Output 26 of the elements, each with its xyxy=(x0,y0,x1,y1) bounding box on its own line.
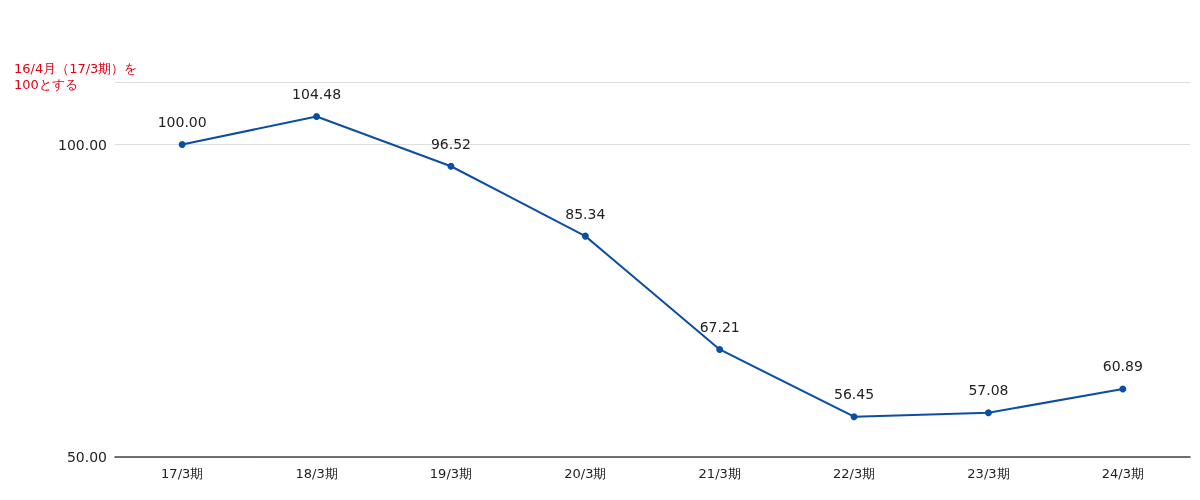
data-label: 104.48 xyxy=(292,86,342,102)
point xyxy=(313,113,321,120)
x-tick-label: 22/3期 xyxy=(832,466,876,481)
data-label: 67.21 xyxy=(699,318,740,335)
x-tick-label: 17/3期 xyxy=(161,466,204,481)
data-label: 57.08 xyxy=(968,382,1009,399)
point xyxy=(850,413,858,421)
data-label: 96.52 xyxy=(430,135,471,152)
y-axis-title: 16/4月（17/3期）を100とする xyxy=(14,60,138,92)
x-tick-label: 19/3期 xyxy=(429,466,473,481)
point xyxy=(178,141,186,148)
x-tick-label: 20/3期 xyxy=(564,466,607,481)
x-tick-label: 24/3期 xyxy=(1101,466,1144,481)
point xyxy=(581,232,589,240)
point xyxy=(1119,385,1127,393)
point xyxy=(716,345,724,353)
data-label: 85.34 xyxy=(565,205,606,222)
y-tick-label: 50.00 xyxy=(66,449,107,465)
data-label: 56.45 xyxy=(834,386,875,403)
x-tick-label: 23/3期 xyxy=(967,466,1010,481)
data-label: 60.89 xyxy=(1102,358,1143,375)
point xyxy=(447,162,455,170)
x-tick-label: 21/3期 xyxy=(698,466,741,481)
x-tick-label: 18/3期 xyxy=(295,466,338,481)
point xyxy=(984,409,992,417)
data-label: 100.00 xyxy=(157,114,207,130)
